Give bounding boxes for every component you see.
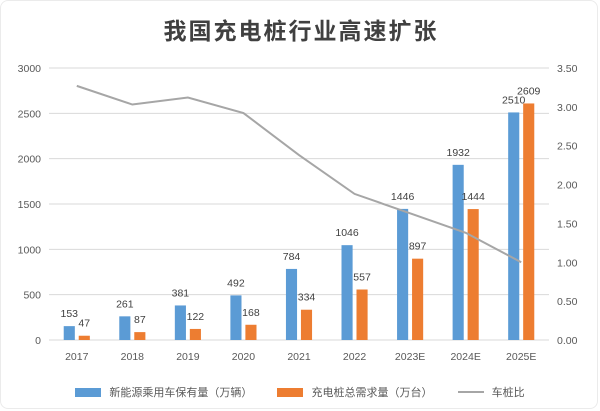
svg-text:2609: 2609 <box>517 85 541 97</box>
svg-text:897: 897 <box>409 241 427 253</box>
svg-text:153: 153 <box>61 308 79 320</box>
svg-text:2018: 2018 <box>121 351 145 363</box>
svg-text:492: 492 <box>227 277 245 289</box>
svg-text:122: 122 <box>187 311 205 323</box>
svg-text:0.00: 0.00 <box>557 335 578 347</box>
svg-text:2020: 2020 <box>232 351 256 363</box>
svg-text:261: 261 <box>116 298 134 310</box>
svg-text:0.50: 0.50 <box>557 296 578 308</box>
svg-text:1000: 1000 <box>18 244 42 256</box>
svg-text:1446: 1446 <box>391 191 415 203</box>
svg-text:87: 87 <box>134 314 146 326</box>
svg-text:2025E: 2025E <box>506 351 536 363</box>
svg-text:2.50: 2.50 <box>557 141 578 153</box>
svg-text:2024E: 2024E <box>450 351 480 363</box>
svg-text:47: 47 <box>78 318 90 330</box>
svg-text:1.00: 1.00 <box>557 257 578 269</box>
svg-text:1444: 1444 <box>461 191 485 203</box>
svg-text:2000: 2000 <box>18 154 42 166</box>
svg-text:334: 334 <box>298 292 316 304</box>
svg-text:1.50: 1.50 <box>557 218 578 230</box>
svg-text:2500: 2500 <box>18 108 42 120</box>
svg-text:2017: 2017 <box>65 351 89 363</box>
svg-text:3000: 3000 <box>18 63 42 75</box>
svg-text:0: 0 <box>35 335 41 347</box>
svg-text:3.50: 3.50 <box>557 63 578 75</box>
svg-text:557: 557 <box>353 271 371 283</box>
svg-text:2019: 2019 <box>176 351 200 363</box>
svg-text:500: 500 <box>23 290 41 302</box>
svg-text:2023E: 2023E <box>395 351 425 363</box>
svg-text:1932: 1932 <box>446 147 470 159</box>
svg-text:784: 784 <box>283 251 301 263</box>
svg-text:3.00: 3.00 <box>557 102 578 114</box>
svg-text:1500: 1500 <box>18 199 42 211</box>
svg-text:381: 381 <box>172 287 190 299</box>
svg-text:2.00: 2.00 <box>557 180 578 192</box>
svg-text:2022: 2022 <box>343 351 367 363</box>
svg-text:2021: 2021 <box>287 351 311 363</box>
svg-text:168: 168 <box>242 307 260 319</box>
svg-text:1046: 1046 <box>335 227 359 239</box>
